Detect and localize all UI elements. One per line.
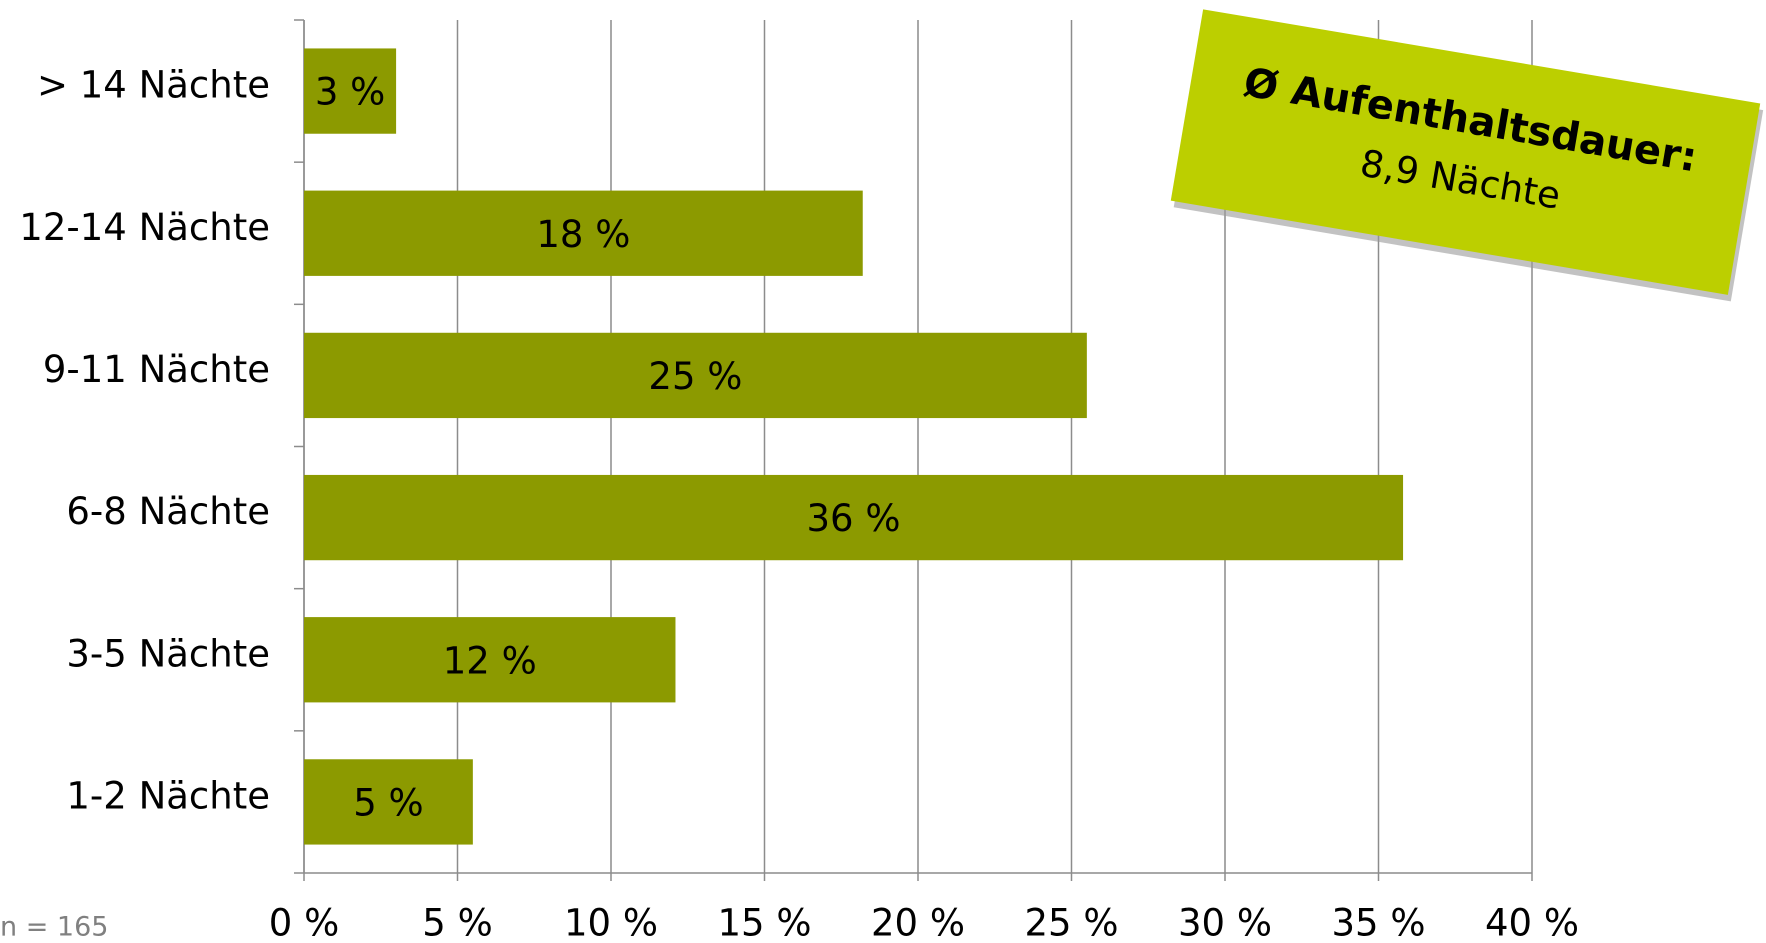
bar [304,190,863,276]
data-label: 36 % [807,497,901,540]
box [1170,9,1761,295]
y-tick-label: 9-11 Nächte [43,348,270,391]
data-label: 5 % [353,781,423,824]
data-label: 25 % [648,355,742,398]
x-tick-label: 40 % [1485,902,1579,943]
x-tick-label: 15 % [718,902,812,943]
sample-note: n = 165 [0,912,108,943]
x-tick-label: 35 % [1332,902,1426,943]
bar [304,474,1404,561]
x-tick-label: 10 % [564,902,658,943]
x-tick-label: 5 % [422,902,492,943]
average-box: Ø Aufenthaltsdauer:8,9 Nächte [1170,9,1764,302]
y-tick-label: 6-8 Nächte [66,490,270,533]
bar [304,332,1087,419]
x-tick-label: 20 % [871,902,965,943]
x-tick-label: 25 % [1025,902,1119,943]
y-tick-label: > 14 Nächte [37,64,270,107]
bar [304,48,397,134]
data-label: 3 % [315,71,385,114]
x-tick-label: 0 % [269,902,339,943]
data-label: 18 % [536,213,630,256]
y-tick-label: 12-14 Nächte [19,206,270,249]
x-tick-label: 30 % [1178,902,1272,943]
bar [304,617,676,703]
y-tick-label: 1-2 Nächte [66,774,270,817]
data-label: 12 % [443,639,537,682]
y-tick-label: 3-5 Nächte [66,632,270,675]
bar [304,759,473,845]
